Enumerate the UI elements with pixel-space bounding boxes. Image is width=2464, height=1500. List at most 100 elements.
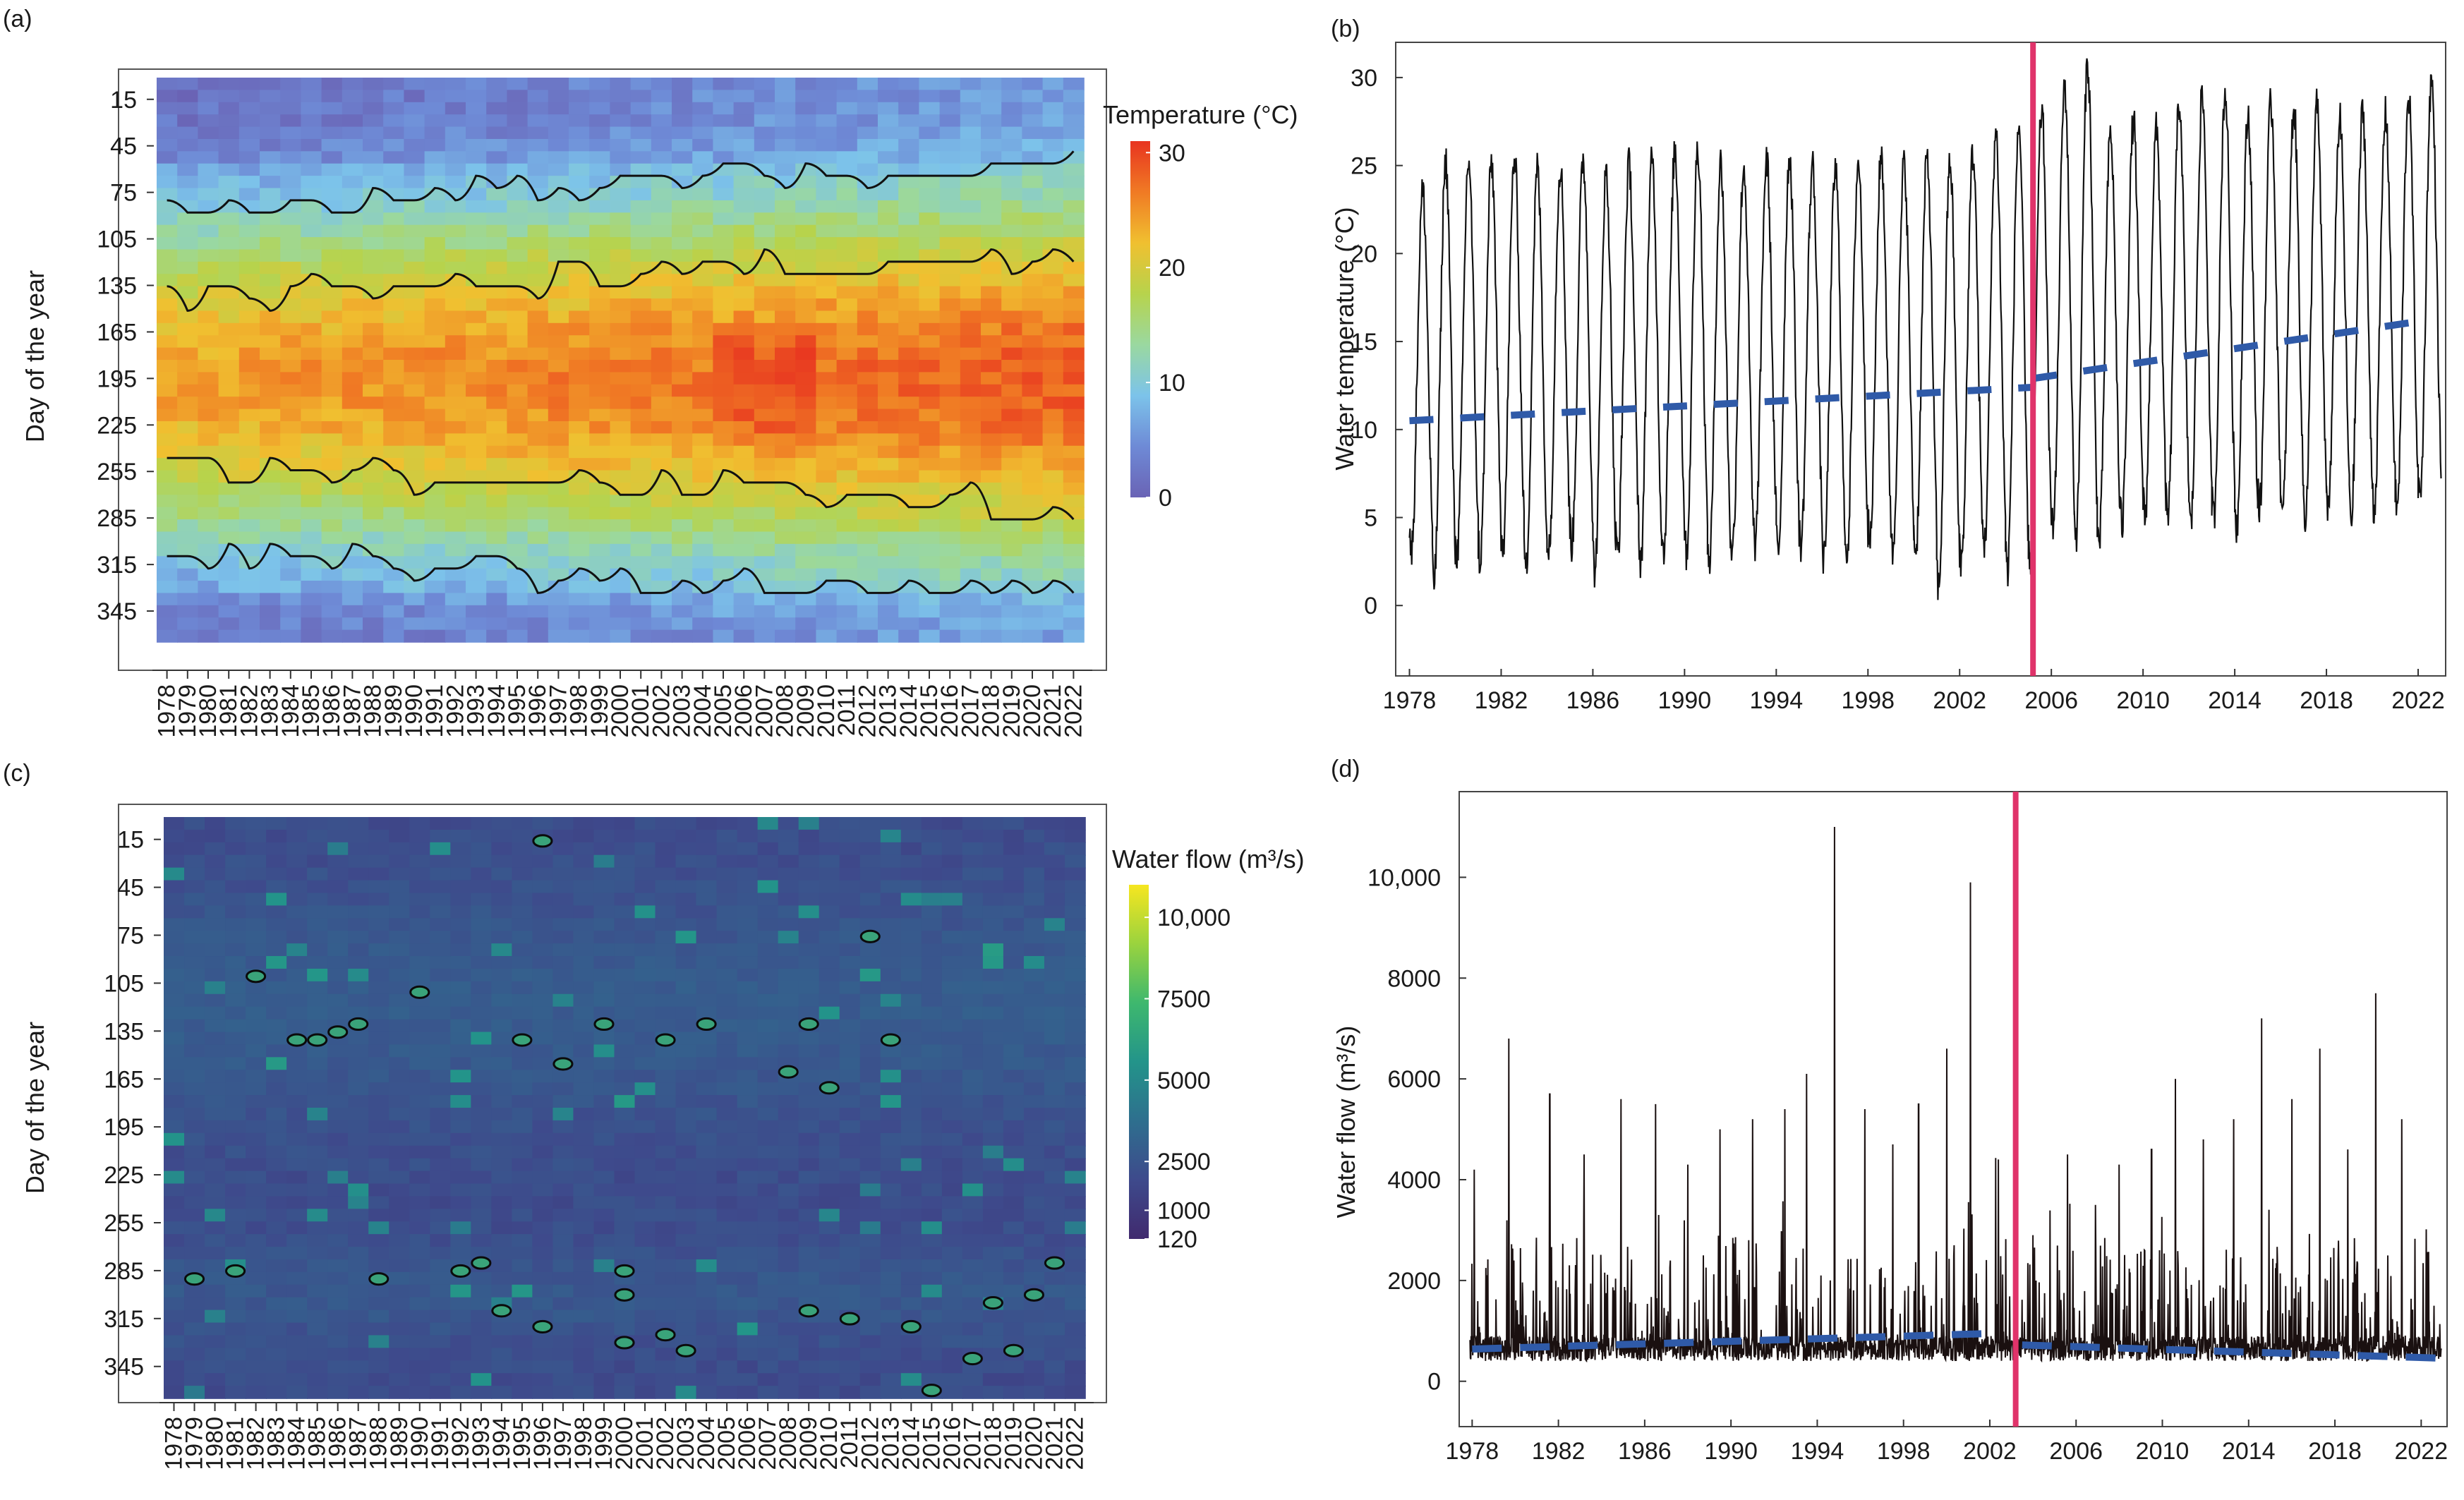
heat-cell xyxy=(960,151,982,164)
heat-cell xyxy=(713,176,735,189)
heat-cell xyxy=(981,581,1002,594)
heat-cell xyxy=(921,1271,943,1286)
heat-cell xyxy=(981,409,1002,422)
heat-cell xyxy=(238,372,260,385)
heat-cell xyxy=(404,212,425,226)
heat-cell xyxy=(716,1271,738,1286)
heat-cell xyxy=(819,981,840,995)
heat-cell xyxy=(675,1247,697,1260)
heat-cell xyxy=(939,617,961,631)
heat-cell xyxy=(1022,519,1044,533)
panel-a-contours xyxy=(167,150,1075,594)
heat-cell xyxy=(348,829,370,843)
heat-cell xyxy=(593,893,615,907)
high-flow-contour xyxy=(614,1288,635,1302)
heat-cell xyxy=(512,1297,533,1311)
heat-cell xyxy=(900,918,922,932)
heat-cell xyxy=(389,1132,411,1147)
heat-cell xyxy=(218,224,240,238)
heat-cell xyxy=(716,1082,738,1096)
heat-cell xyxy=(246,880,267,894)
heat-cell xyxy=(778,943,799,957)
heat-cell xyxy=(363,237,384,250)
heat-cell xyxy=(1022,445,1044,459)
heat-cell xyxy=(307,1006,328,1020)
heat-cell xyxy=(1064,1032,1086,1046)
heat-cell xyxy=(713,224,735,238)
heat-cell xyxy=(960,261,982,275)
heat-cell xyxy=(164,905,185,919)
heat-cell xyxy=(819,993,840,1008)
heat-cell xyxy=(184,1322,205,1336)
heat-cell xyxy=(424,397,446,410)
heat-cell xyxy=(919,286,941,299)
heat-cell xyxy=(1042,138,1064,152)
heat-cell xyxy=(630,543,652,557)
heat-cell xyxy=(383,322,405,337)
heat-cell xyxy=(486,629,508,643)
heat-cell xyxy=(466,322,487,337)
panel-d-frame xyxy=(1459,791,2448,1427)
heat-cell xyxy=(655,956,677,969)
heat-cell xyxy=(878,322,899,337)
heat-cell xyxy=(260,593,281,606)
heat-cell xyxy=(610,593,632,606)
heat-cell xyxy=(198,617,219,631)
heat-cell xyxy=(491,1247,513,1260)
heat-cell xyxy=(675,854,697,869)
heat-cell xyxy=(1044,1360,1065,1374)
heat-cell xyxy=(634,1132,656,1147)
heat-cell xyxy=(919,322,941,337)
x-tick-label: 2003 xyxy=(672,1417,699,1470)
y-tick-label: 285 xyxy=(97,505,137,532)
heat-cell xyxy=(430,1221,452,1235)
heat-cell xyxy=(839,1082,861,1096)
heat-cell xyxy=(859,905,881,919)
heat-cell xyxy=(280,298,302,312)
heat-cell xyxy=(1001,421,1023,435)
heat-cell xyxy=(982,1032,1004,1046)
heat-cell xyxy=(795,90,817,103)
heat-cell xyxy=(1064,1386,1086,1399)
heat-cell xyxy=(962,1070,984,1083)
heat-cell xyxy=(512,1373,533,1386)
heat-cell xyxy=(630,176,652,189)
high-flow-contour xyxy=(880,1033,901,1047)
heat-cell xyxy=(286,1070,308,1083)
heat-cell xyxy=(878,384,899,397)
heat-cell xyxy=(383,409,405,422)
heat-cell xyxy=(246,1310,267,1324)
heat-cell xyxy=(512,1171,533,1185)
heat-cell xyxy=(675,1221,697,1235)
heat-cell xyxy=(614,1322,636,1336)
x-tick-label: 1998 xyxy=(570,1417,597,1470)
heat-cell xyxy=(389,854,411,869)
heat-cell xyxy=(754,176,775,189)
heat-cell xyxy=(757,1234,779,1247)
x-tick-label: 2015 xyxy=(916,684,943,738)
heat-cell xyxy=(164,1044,185,1058)
heat-cell xyxy=(1063,445,1085,459)
heat-cell xyxy=(177,286,199,299)
heat-cell xyxy=(672,138,693,152)
heat-cell xyxy=(1022,397,1044,410)
heat-cell xyxy=(548,581,569,594)
heat-cell xyxy=(430,1322,452,1336)
heat-cell xyxy=(900,1019,922,1033)
heat-cell xyxy=(839,1335,861,1349)
heat-cell xyxy=(675,1158,697,1172)
heat-cell xyxy=(548,90,569,103)
heat-cell xyxy=(716,1183,738,1197)
heat-cell xyxy=(424,458,446,471)
heat-cell xyxy=(491,1019,513,1033)
heat-cell xyxy=(1003,1171,1025,1185)
heat-cell xyxy=(798,993,820,1008)
heat-cell xyxy=(301,286,322,299)
panel-b-y-title: Water temperature (°C) xyxy=(1330,207,1359,470)
heat-cell xyxy=(672,78,693,91)
heat-cell xyxy=(471,1373,493,1386)
heat-cell xyxy=(757,1335,779,1349)
heat-cell xyxy=(569,482,590,496)
heat-cell xyxy=(775,605,796,619)
